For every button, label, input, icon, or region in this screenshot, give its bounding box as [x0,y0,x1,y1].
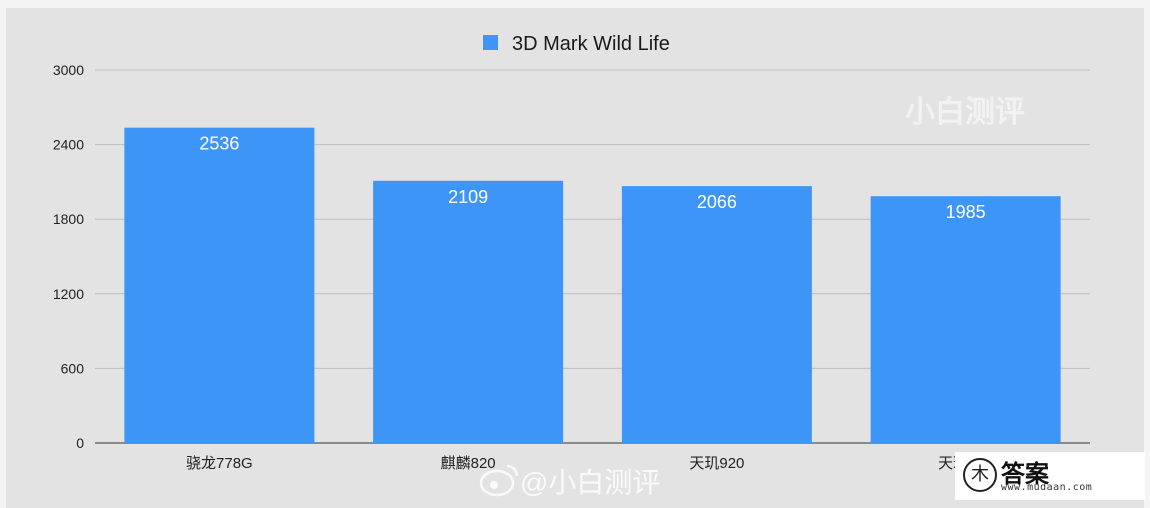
x-category-label: 天玑920 [689,455,744,472]
bar [621,186,812,444]
data-label: 2066 [697,192,737,212]
data-label: 2109 [448,187,488,207]
watermark-text: 小白测评 [905,96,1025,129]
weibo-handle: @小白测评 [520,467,660,498]
y-tick-label: 2400 [53,137,84,153]
y-tick-label: 0 [76,435,84,451]
mudaan-logo-icon: 木 [963,458,997,492]
legend-label: 3D Mark Wild Life [512,33,670,55]
badge-url: www.mudaan.com [1001,482,1093,493]
frame-edge-left [0,0,6,508]
data-label: 2536 [199,134,239,154]
x-category-label: 骁龙778G [186,455,253,472]
y-axis-ticks: 0 600 1200 1800 2400 3000 [53,62,84,451]
y-tick-label: 1800 [53,211,84,227]
weibo-icon [479,464,519,497]
y-tick-label: 600 [61,360,85,376]
data-labels: 2536 2109 2066 1985 [199,134,985,223]
frame-edge-right [1144,0,1150,508]
bar [870,196,1061,443]
x-category-label: 麒麟820 [441,455,496,472]
bar [373,180,564,443]
frame-edge-top [0,0,1150,8]
badge-name: 答案 [1001,460,1049,488]
site-badge: 木 答案 www.mudaan.com [955,452,1145,500]
weibo-watermark: @小白测评 [479,464,660,498]
y-tick-label: 1200 [53,286,84,302]
legend-swatch [483,35,498,50]
data-label: 1985 [946,202,986,222]
legend: 3D Mark Wild Life [483,33,670,55]
bars [124,127,1061,444]
y-tick-label: 3000 [53,62,84,78]
bar [124,127,315,443]
